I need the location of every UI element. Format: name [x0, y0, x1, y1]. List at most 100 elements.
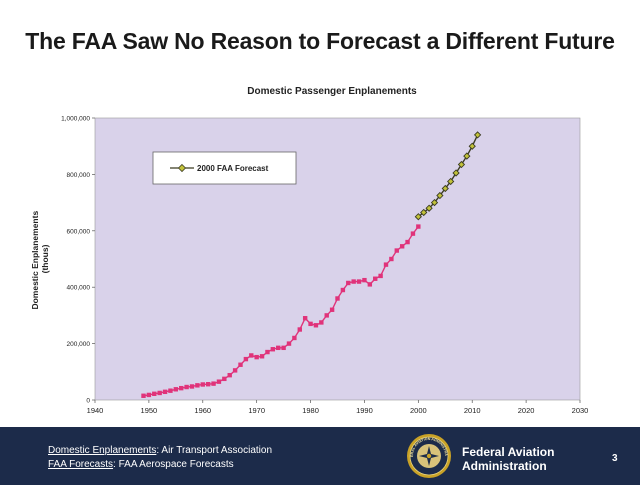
historical-point: [362, 277, 367, 283]
forecast-point: [447, 177, 455, 186]
historical-point: [238, 362, 243, 367]
historical-point: [259, 354, 265, 359]
x-tick-label: 2030: [572, 406, 589, 415]
enplanements-chart: Domestic Passenger Enplanements 0 200,000…: [30, 86, 589, 415]
x-tick-label: 1970: [248, 406, 265, 415]
historical-point: [324, 313, 329, 318]
historical-point: [389, 256, 394, 262]
forecast-point: [441, 184, 449, 193]
historical-point: [146, 392, 152, 398]
forecast-point: [436, 191, 444, 200]
forecast-point: [457, 160, 466, 169]
page-number: 3: [612, 453, 618, 464]
historical-point: [152, 391, 157, 396]
y-tick-label: 800,000: [67, 172, 91, 179]
historical-point: [157, 390, 162, 396]
historical-point: [184, 384, 189, 390]
forecast-point: [463, 152, 471, 160]
historical-point: [410, 231, 416, 236]
historical-point: [356, 279, 362, 284]
y-axis-label: Domestic Enplanements (thous): [30, 208, 50, 309]
legend-marker: [177, 163, 187, 173]
source2-label: FAA Forecasts: [48, 459, 114, 470]
historical-point: [297, 327, 302, 332]
historical-point: [335, 296, 340, 301]
source-note-forecasts: FAA Forecasts: FAA Aerospace Forecasts: [48, 459, 234, 470]
historical-point: [216, 379, 222, 384]
historical-point: [405, 239, 410, 245]
source1-text: : Air Transport Association: [156, 445, 273, 456]
historical-line: [143, 226, 419, 397]
forecast-point: [420, 208, 428, 217]
source1-label: Domestic Enplanements: [48, 445, 157, 456]
y-tick-label: 600,000: [67, 228, 91, 235]
historical-point: [319, 320, 324, 325]
y-axis-label-line2: (thous): [40, 244, 50, 273]
historical-point: [227, 372, 232, 378]
x-tick-label: 1980: [302, 406, 319, 415]
x-axis: 1940 1950 1960 1970 1980 1990 2000 2010 2020 2030: [87, 400, 589, 415]
historical-point: [378, 273, 383, 279]
forecast-point: [473, 131, 482, 139]
historical-point: [211, 381, 216, 386]
legend: 2000 FAA Forecast: [152, 151, 297, 185]
footer: Domestic Enplanements: Air Transport Ass…: [0, 427, 640, 485]
historical-point: [308, 321, 313, 327]
forecast-point: [425, 204, 433, 212]
historical-point: [286, 341, 292, 346]
x-tick-label: 1950: [141, 406, 158, 415]
faa-seal-icon: FEDERAL AVIATION ADMINISTRATION: [406, 433, 451, 478]
historical-point: [346, 280, 351, 286]
y-tick-label: 1,000,000: [61, 116, 90, 123]
historical-point: [292, 335, 297, 341]
historical-point: [254, 354, 259, 360]
agency-name-line2: Administration: [462, 459, 547, 473]
historical-point: [265, 349, 270, 355]
historical-point: [416, 224, 421, 229]
historical-point: [200, 382, 205, 387]
historical-point: [399, 244, 405, 249]
y-tick-label: 0: [86, 398, 90, 405]
historical-point: [195, 383, 200, 388]
x-tick-label: 2010: [464, 406, 481, 415]
series-layer: [141, 131, 482, 398]
historical-point: [340, 287, 346, 293]
historical-point: [141, 393, 146, 398]
historical-point: [179, 385, 184, 391]
source-note-enplanements: Domestic Enplanements: Air Transport Ass…: [48, 445, 272, 456]
historical-point: [222, 376, 227, 382]
historical-point: [232, 368, 238, 373]
y-axis-label-line1: Domestic Enplanements: [30, 211, 40, 310]
historical-point: [313, 323, 319, 328]
historical-point: [173, 387, 179, 392]
x-tick-label: 1940: [87, 406, 104, 415]
chart-title: Domestic Passenger Enplanements: [247, 86, 417, 97]
historical-point: [249, 353, 254, 358]
historical-point: [329, 307, 335, 312]
forecast-point: [452, 169, 460, 177]
historical-point: [243, 356, 249, 362]
historical-point: [351, 279, 356, 284]
source2-text: : FAA Aerospace Forecasts: [113, 459, 234, 470]
historical-point: [189, 384, 195, 389]
historical-point: [373, 276, 378, 281]
forecast-point: [468, 142, 476, 150]
y-axis: 0 200,000 400,000 600,000 800,000 1,000,000: [61, 116, 95, 405]
x-tick-label: 2000: [410, 406, 427, 415]
historical-point: [367, 282, 373, 287]
x-tick-label: 1960: [194, 406, 211, 415]
historical-point: [276, 345, 281, 351]
historical-point: [383, 262, 389, 267]
legend-label: 2000 FAA Forecast: [197, 164, 269, 173]
historical-point: [168, 388, 173, 393]
slide-title: The FAA Saw No Reason to Forecast a Diff…: [25, 28, 615, 54]
historical-point: [205, 382, 211, 387]
historical-point: [162, 389, 168, 395]
forecast-point: [430, 198, 439, 207]
forecast-point: [414, 213, 422, 221]
y-tick-label: 200,000: [67, 341, 91, 348]
historical-point: [270, 347, 276, 352]
historical-point: [302, 316, 308, 321]
x-tick-label: 1990: [356, 406, 373, 415]
y-tick-label: 400,000: [67, 285, 91, 292]
